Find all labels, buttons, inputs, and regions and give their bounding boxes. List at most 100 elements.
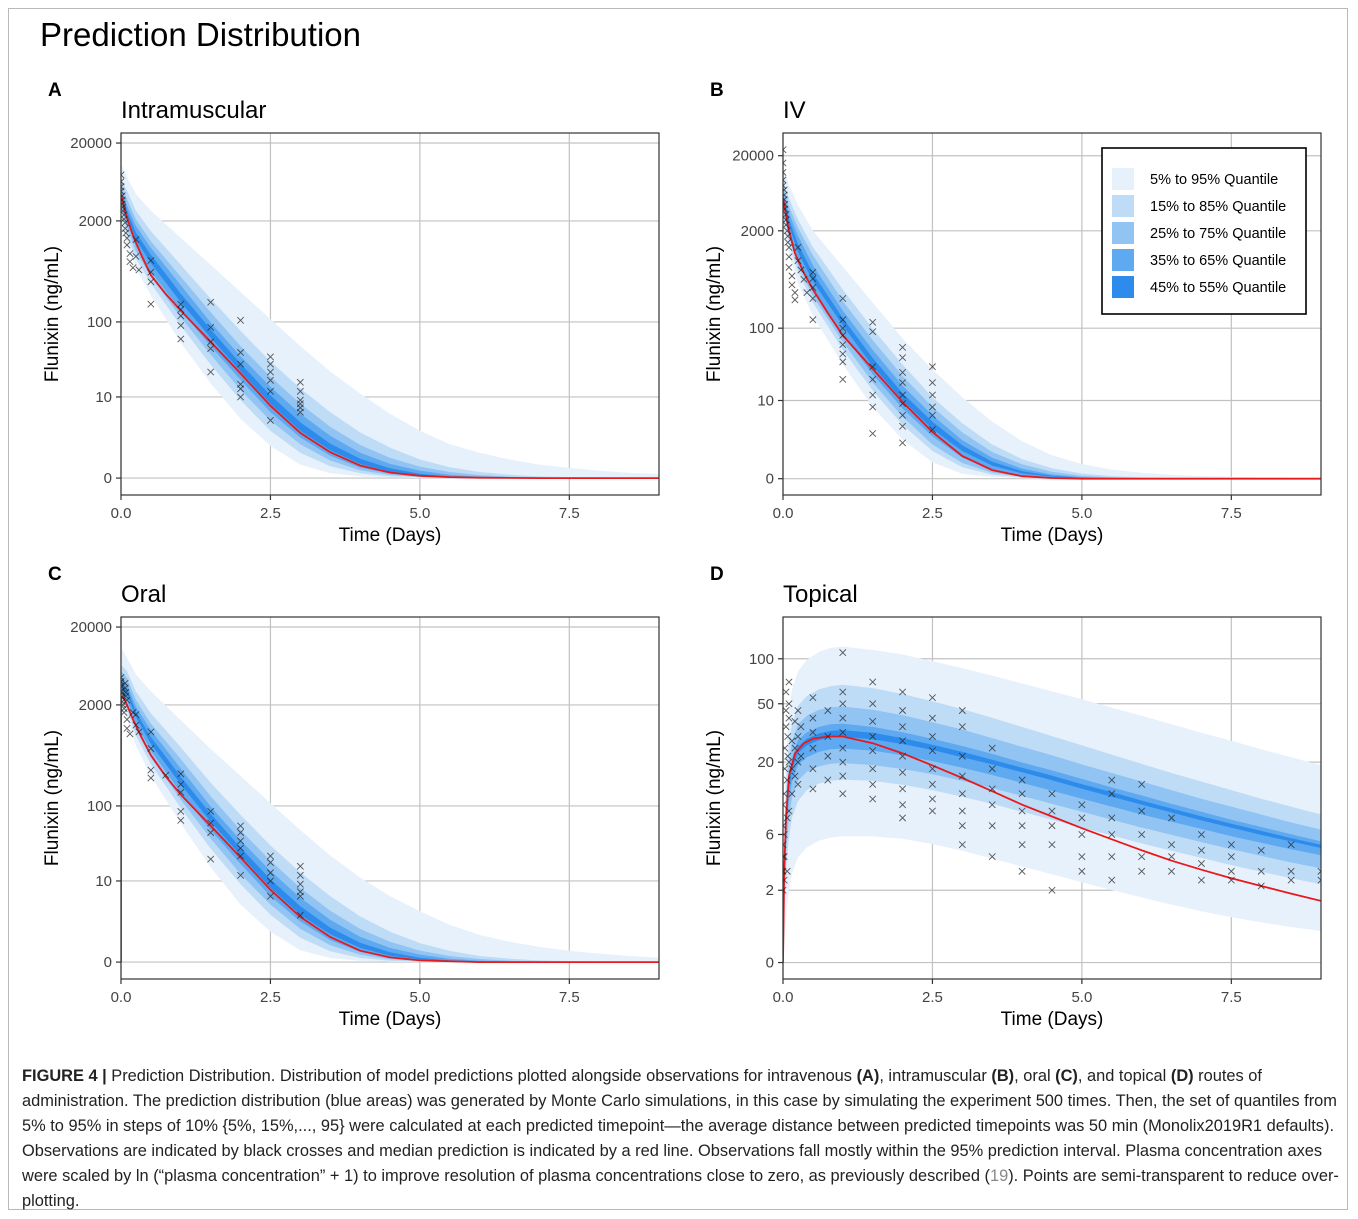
observation-point — [928, 733, 936, 741]
observation-point — [147, 278, 155, 286]
x-tick-label: 7.5 — [1221, 989, 1242, 1006]
observation-point — [177, 312, 185, 320]
observation-point — [824, 707, 832, 715]
observation-point — [266, 892, 274, 900]
observation-point — [783, 790, 788, 798]
citation-link[interactable]: 19 — [989, 1167, 1009, 1185]
observation-point — [783, 205, 789, 213]
observation-point — [839, 324, 847, 332]
chart-panel-c: C Oral 0.0 2.5 5.0 7.5 0 10 100 2000 20000 Time (Da… — [42, 564, 660, 1030]
observation-point — [794, 733, 802, 741]
observation-point — [207, 368, 215, 376]
panel-letter: A — [48, 80, 62, 101]
observation-point — [899, 737, 907, 745]
caption-text: , intramuscular — [879, 1067, 992, 1085]
y-tick-label: 0 — [766, 955, 774, 972]
observation-point — [266, 852, 274, 860]
chart-panel-b: B IV 0.0 2.5 5.0 7.5 0 10 100 2000 20000 Time (Days… — [704, 80, 1322, 546]
panel-letter: D — [710, 564, 724, 585]
observation-point — [177, 807, 185, 815]
observation-point — [296, 378, 304, 386]
caption-text: , and topical — [1077, 1067, 1171, 1085]
observation-point — [1227, 867, 1235, 875]
y-tick-label: 100 — [749, 651, 774, 668]
observation-point — [123, 715, 131, 723]
observation-point — [1048, 822, 1056, 830]
observation-point — [797, 752, 805, 760]
observation-point — [809, 728, 817, 736]
observation-point — [809, 268, 817, 276]
observation-point — [899, 814, 907, 822]
observation-point — [794, 707, 802, 715]
observation-point — [958, 772, 966, 780]
x-tick-label: 5.0 — [409, 505, 430, 522]
observation-point — [237, 385, 245, 393]
observation-point — [1018, 807, 1026, 815]
observation-point — [869, 747, 877, 755]
observation-point — [869, 795, 877, 803]
observation-point — [266, 376, 274, 384]
observation-point — [1197, 860, 1205, 868]
observation-point — [121, 682, 125, 690]
y-tick-label: 10 — [95, 873, 112, 890]
observation-point — [1317, 867, 1321, 875]
observation-point — [783, 776, 791, 784]
x-tick-label: 0.0 — [773, 989, 794, 1006]
observation-point — [121, 207, 127, 215]
observation-point — [129, 708, 137, 716]
observation-point — [237, 829, 245, 837]
observation-point — [783, 886, 787, 894]
observation-point — [988, 785, 996, 793]
observation-point — [783, 814, 791, 822]
observation-point — [1018, 841, 1026, 849]
observation-point — [869, 780, 877, 788]
observation-point — [783, 867, 791, 875]
observation-point — [237, 393, 245, 401]
observation-point — [122, 229, 130, 237]
y-axis-label: Flunixin (ng/mL) — [42, 730, 63, 866]
legend-label: 45% to 55% Quantile — [1150, 280, 1286, 296]
legend-box — [1101, 147, 1307, 315]
observation-point — [783, 822, 787, 830]
panel-letter: B — [710, 80, 724, 101]
observation-point — [928, 426, 936, 434]
observation-point — [809, 714, 817, 722]
observation-point — [1197, 846, 1205, 854]
y-tick-label: 100 — [749, 320, 774, 337]
observation-point — [958, 707, 966, 715]
observation-point — [794, 780, 802, 788]
observation-point — [121, 187, 125, 195]
observation-point — [839, 649, 847, 657]
observation-point — [783, 801, 787, 809]
observation-point — [121, 203, 127, 211]
y-tick-label: 0 — [104, 470, 112, 487]
observation-point — [785, 714, 793, 722]
legend-swatch — [1112, 195, 1134, 217]
observation-point — [783, 182, 787, 190]
observation-point — [824, 776, 832, 784]
observation-point — [1078, 853, 1086, 861]
quantile-band-q45-q55 — [783, 730, 1321, 963]
observation-point — [1048, 790, 1056, 798]
observation-point — [791, 717, 799, 725]
observation-point — [177, 305, 185, 313]
observation-point — [791, 296, 799, 304]
observation-point — [126, 250, 134, 258]
y-tick-label: 100 — [87, 314, 112, 331]
y-axis-label: Flunixin (ng/mL) — [704, 246, 725, 382]
x-axis-label: Time (Days) — [1001, 525, 1104, 546]
observation-point — [1287, 876, 1295, 884]
observation-point — [296, 387, 304, 395]
observation-point — [237, 348, 245, 356]
observation-point — [147, 268, 155, 276]
observation-point — [788, 281, 796, 289]
observation-point — [1197, 830, 1205, 838]
observation-point — [1078, 830, 1086, 838]
y-tick-label: 10 — [757, 392, 774, 409]
observation-point — [1257, 846, 1265, 854]
observation-point — [1138, 780, 1146, 788]
observation-point — [126, 730, 134, 738]
observation-point — [783, 210, 790, 218]
observation-point — [123, 696, 131, 704]
observation-point — [147, 745, 155, 753]
